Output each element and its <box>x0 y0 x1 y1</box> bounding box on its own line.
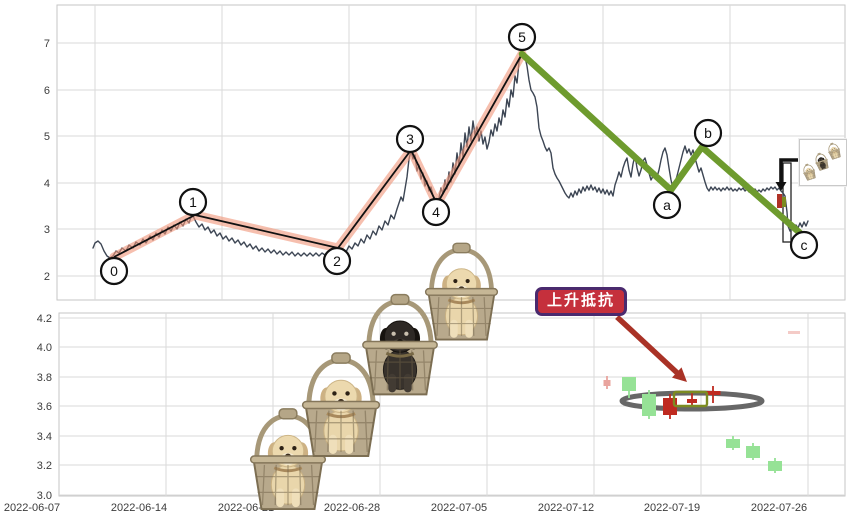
impulse-wave-line <box>113 53 523 258</box>
bottom-xtick-label: 2022-07-05 <box>431 502 487 514</box>
top-ytick-label: 2 <box>44 271 50 283</box>
top-ytick-label: 7 <box>44 38 50 50</box>
mini-chart-image <box>799 139 847 186</box>
wave-marker-label-5: 5 <box>518 29 526 45</box>
candle-body <box>642 394 656 416</box>
wave-marker-label-0: 0 <box>110 263 118 279</box>
resistance-annotation-label: 上升抵抗 <box>535 287 628 316</box>
top-ytick-label: 4 <box>44 178 50 190</box>
top-ytick-label: 6 <box>44 85 50 97</box>
bottom-ytick-label: 3.2 <box>37 460 52 472</box>
wave-marker-1 <box>178 187 208 217</box>
puppy-gondola-image-4 <box>424 236 499 345</box>
wave-marker-4 <box>421 197 451 227</box>
top-ytick-label: 3 <box>44 224 50 236</box>
bottom-xtick-label: 2022-07-19 <box>644 502 700 514</box>
red-arrow-head-icon <box>671 367 687 382</box>
bottom-ytick-label: 3.8 <box>37 372 52 384</box>
bottom-ytick-label: 3.4 <box>37 431 52 443</box>
bottom-ytick-label: 3.6 <box>37 401 52 413</box>
black-arrow-line <box>779 158 801 183</box>
wave-marker-a <box>652 190 682 220</box>
impulse-wave-highlight <box>109 49 527 262</box>
candle-body <box>768 461 782 471</box>
wave-marker-label-3: 3 <box>406 131 414 147</box>
wave-marker-label-2: 2 <box>333 253 341 269</box>
red-arrow-line <box>615 314 681 377</box>
price-line <box>92 53 809 259</box>
candle-body <box>746 446 760 458</box>
bottom-ytick-label: 4.2 <box>37 313 52 325</box>
candle-body <box>687 399 697 403</box>
wave-marker-label-a: a <box>663 197 671 213</box>
wave-marker-3 <box>395 124 425 154</box>
wave-marker-c <box>789 230 819 260</box>
candle-body <box>622 377 636 391</box>
wave-marker-label-4: 4 <box>432 204 440 220</box>
bottom-xtick-label: 2022-07-26 <box>751 502 807 514</box>
faint-candle-dash <box>788 331 800 334</box>
wave-marker-label-1: 1 <box>189 194 197 210</box>
bottom-ytick-label: 4.0 <box>37 342 52 354</box>
bottom-xtick-label: 2022-07-12 <box>538 502 594 514</box>
bottom-ytick-label: 3.0 <box>37 490 52 502</box>
bottom-xtick-label: 2022-06-28 <box>324 502 380 514</box>
wave-marker-0 <box>99 256 129 286</box>
olive-box-highlight <box>672 390 709 408</box>
wave-marker-2 <box>322 246 352 276</box>
mini-candle <box>782 197 786 207</box>
bottom-xtick-label: 2022-06-14 <box>111 502 167 514</box>
candle-body <box>726 439 740 448</box>
wave-marker-label-c: c <box>801 237 808 253</box>
candle-body <box>603 380 611 386</box>
mini-candle <box>777 194 782 208</box>
mini-gondolas-icon <box>801 141 843 182</box>
wave-marker-b <box>693 118 723 148</box>
wave-marker-5 <box>507 22 537 52</box>
black-arrow-head-icon <box>775 182 787 191</box>
top-ytick-label: 5 <box>44 131 50 143</box>
wave-marker-label-b: b <box>704 125 712 141</box>
correction-wave-line <box>518 50 804 237</box>
candle-body <box>705 391 721 395</box>
bottom-xtick-label: 2022-06-07 <box>4 502 60 514</box>
